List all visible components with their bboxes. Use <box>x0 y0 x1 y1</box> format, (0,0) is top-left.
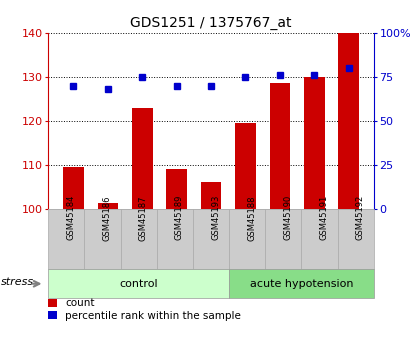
Bar <box>302 209 338 269</box>
Bar <box>339 33 359 209</box>
Text: GSM45184: GSM45184 <box>66 195 75 240</box>
Text: GSM45192: GSM45192 <box>356 195 365 240</box>
Bar <box>48 269 229 298</box>
Bar <box>265 209 302 269</box>
Bar <box>270 83 290 209</box>
Text: GSM45187: GSM45187 <box>139 195 148 240</box>
Text: GSM45191: GSM45191 <box>320 195 328 240</box>
Bar <box>48 209 84 269</box>
Title: GDS1251 / 1375767_at: GDS1251 / 1375767_at <box>130 16 292 30</box>
Bar <box>121 209 157 269</box>
Bar <box>97 204 118 209</box>
Bar <box>304 77 325 209</box>
Text: GSM45188: GSM45188 <box>247 195 256 240</box>
Bar <box>84 209 121 269</box>
Text: control: control <box>119 279 158 289</box>
Text: GSM45186: GSM45186 <box>102 195 112 240</box>
Text: GSM45190: GSM45190 <box>284 195 292 240</box>
Bar <box>201 182 221 209</box>
Bar <box>338 209 374 269</box>
Bar <box>157 209 193 269</box>
Bar <box>229 269 374 298</box>
Text: acute hypotension: acute hypotension <box>250 279 353 289</box>
Text: GSM45193: GSM45193 <box>211 195 220 240</box>
Bar <box>132 108 152 209</box>
Bar <box>193 209 229 269</box>
Bar <box>229 209 265 269</box>
Bar <box>63 167 84 209</box>
Text: GSM45189: GSM45189 <box>175 195 184 240</box>
Text: stress: stress <box>1 277 34 287</box>
Bar <box>166 169 187 209</box>
Legend: count, percentile rank within the sample: count, percentile rank within the sample <box>48 298 241 321</box>
Bar <box>235 123 256 209</box>
